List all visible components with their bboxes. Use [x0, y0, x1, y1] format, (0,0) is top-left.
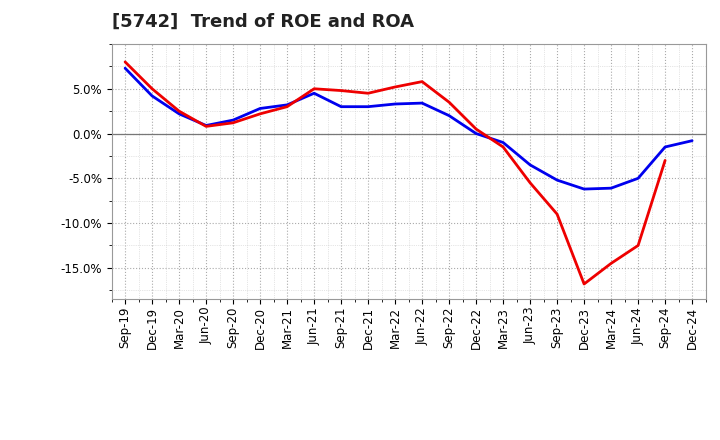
ROE — [229, 120, 238, 125]
ROA — [121, 66, 130, 71]
ROA — [310, 91, 318, 96]
ROA — [418, 100, 426, 106]
ROA — [661, 144, 670, 150]
ROE — [202, 124, 210, 129]
ROE — [121, 59, 130, 65]
ROA — [688, 138, 696, 143]
ROA — [553, 177, 562, 183]
ROA — [364, 104, 372, 109]
ROE — [472, 126, 480, 132]
Line: ROA: ROA — [125, 68, 692, 189]
ROA — [499, 140, 508, 145]
ROE — [148, 86, 156, 92]
ROE — [499, 144, 508, 150]
ROA — [148, 93, 156, 99]
ROA — [445, 113, 454, 118]
ROE — [526, 180, 534, 185]
ROA — [202, 123, 210, 128]
ROE — [364, 91, 372, 96]
ROA — [580, 187, 588, 192]
ROE — [580, 281, 588, 286]
Line: ROE: ROE — [125, 62, 665, 284]
ROE — [445, 99, 454, 105]
ROA — [634, 176, 642, 181]
ROA — [229, 117, 238, 123]
ROA — [283, 102, 292, 107]
ROE — [283, 104, 292, 109]
ROE — [661, 158, 670, 163]
ROA — [256, 106, 264, 111]
Text: [5742]  Trend of ROE and ROA: [5742] Trend of ROE and ROA — [112, 13, 413, 31]
ROE — [553, 212, 562, 217]
ROA — [472, 131, 480, 136]
ROE — [607, 261, 616, 266]
ROE — [175, 109, 184, 114]
ROA — [391, 101, 400, 106]
ROE — [310, 86, 318, 92]
ROE — [418, 79, 426, 84]
ROA — [526, 162, 534, 168]
ROA — [175, 111, 184, 117]
ROE — [337, 88, 346, 93]
ROE — [256, 111, 264, 117]
ROE — [634, 243, 642, 248]
ROE — [391, 84, 400, 90]
ROA — [337, 104, 346, 109]
ROA — [607, 186, 616, 191]
